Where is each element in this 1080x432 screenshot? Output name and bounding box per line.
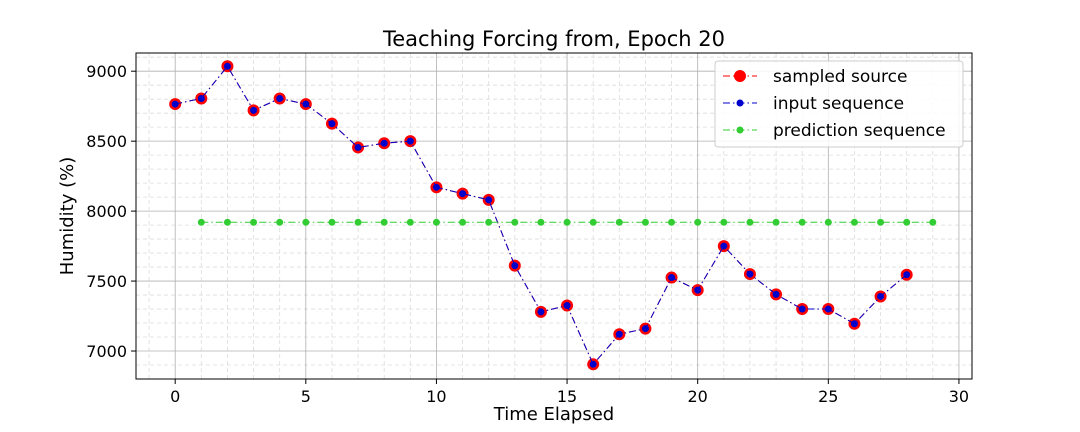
data-point	[380, 218, 388, 226]
legend-item: input sequence	[723, 94, 904, 114]
data-point	[197, 94, 205, 102]
data-point	[824, 305, 832, 313]
data-point	[197, 218, 205, 226]
legend-label: input sequence	[773, 94, 904, 114]
x-tick-label: 30	[949, 387, 969, 406]
data-point	[302, 218, 310, 226]
data-point	[694, 218, 702, 226]
data-point	[903, 218, 911, 226]
data-point	[850, 218, 858, 226]
chart-title: Teaching Forcing from, Epoch 20	[382, 27, 725, 51]
legend-box	[714, 60, 964, 148]
data-point	[406, 218, 414, 226]
data-point	[537, 308, 545, 316]
y-tick-label: 7000	[86, 342, 127, 361]
data-point	[537, 218, 545, 226]
data-point	[746, 270, 754, 278]
data-point	[250, 106, 258, 114]
data-point	[485, 196, 493, 204]
x-tick-label: 25	[818, 387, 838, 406]
data-point	[615, 218, 623, 226]
x-tick-label: 20	[688, 387, 708, 406]
x-axis-label: Time Elapsed	[493, 404, 614, 425]
data-point	[850, 320, 858, 328]
data-point	[824, 218, 832, 226]
data-point	[459, 218, 467, 226]
data-point	[903, 271, 911, 279]
legend-marker	[734, 70, 746, 82]
legend-item: sampled source	[723, 67, 907, 87]
y-tick-label: 8000	[86, 202, 127, 221]
data-point	[328, 120, 336, 128]
data-point	[877, 218, 885, 226]
plot-area	[135, 52, 973, 380]
x-tick-label: 5	[301, 387, 311, 406]
data-point	[250, 218, 258, 226]
series-prediction-sequence	[197, 218, 937, 226]
data-point	[276, 218, 284, 226]
x-tick-label: 10	[426, 387, 446, 406]
legend-label: prediction sequence	[773, 121, 946, 141]
y-axis-label: Humidity (%)	[57, 157, 78, 276]
data-point	[485, 218, 493, 226]
legend: sampled source input sequence prediction s…	[714, 60, 964, 148]
y-tick-label: 9000	[86, 62, 127, 81]
data-point	[171, 100, 179, 108]
data-point	[328, 218, 336, 226]
data-point	[406, 137, 414, 145]
legend-label: sampled source	[773, 67, 907, 87]
series-input-sequence	[171, 62, 911, 368]
data-point	[223, 62, 231, 70]
data-point	[746, 218, 754, 226]
data-point	[589, 360, 597, 368]
data-point	[615, 330, 623, 338]
data-point	[432, 218, 440, 226]
data-point	[354, 218, 362, 226]
data-point	[563, 218, 571, 226]
data-point	[223, 218, 231, 226]
data-point	[354, 143, 362, 151]
data-point	[720, 218, 728, 226]
data-point	[511, 218, 519, 226]
legend-marker	[736, 126, 744, 134]
data-point	[720, 242, 728, 250]
data-point	[276, 94, 284, 102]
data-point	[589, 218, 597, 226]
x-tick-label: 0	[170, 387, 180, 406]
data-point	[798, 218, 806, 226]
data-point	[772, 290, 780, 298]
data-point	[694, 286, 702, 294]
x-tick-label: 15	[557, 387, 577, 406]
series-layer	[169, 60, 937, 371]
data-point	[432, 183, 440, 191]
data-point	[380, 139, 388, 147]
y-tick-label: 8500	[86, 132, 127, 151]
axis-ticks: 0 5 10 15 20 25 30 7000 7500 8000 8500 9000	[86, 62, 969, 406]
data-point	[877, 292, 885, 300]
data-point	[772, 218, 780, 226]
data-point	[459, 190, 467, 198]
data-point	[668, 218, 676, 226]
data-point	[302, 100, 310, 108]
data-point	[641, 218, 649, 226]
legend-item: prediction sequence	[723, 121, 946, 141]
data-point	[511, 262, 519, 270]
y-tick-label: 7500	[86, 272, 127, 291]
data-point	[929, 218, 937, 226]
legend-marker	[736, 99, 744, 107]
data-point	[668, 274, 676, 282]
data-point	[798, 305, 806, 313]
data-point	[563, 302, 571, 310]
data-point	[641, 325, 649, 333]
